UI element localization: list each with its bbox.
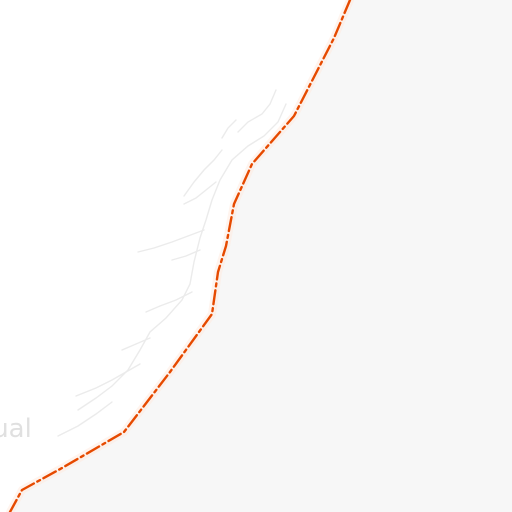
river-branch-1 (237, 89, 277, 133)
region-right-fill (10, 0, 512, 512)
river-branch-7 (75, 363, 141, 397)
place-label: tual (0, 414, 32, 444)
river-branch-5 (145, 291, 193, 313)
river-branch-10 (183, 181, 217, 205)
administrative-border[interactable] (8, 0, 352, 512)
river-branch-9 (221, 119, 237, 139)
river-branch-3 (137, 229, 205, 253)
river-branch-2 (183, 149, 223, 197)
river-network (57, 89, 287, 437)
river-main (77, 103, 287, 411)
river-branch-8 (57, 401, 113, 437)
river-branch-4 (171, 249, 201, 261)
river-branch-6 (121, 337, 151, 351)
